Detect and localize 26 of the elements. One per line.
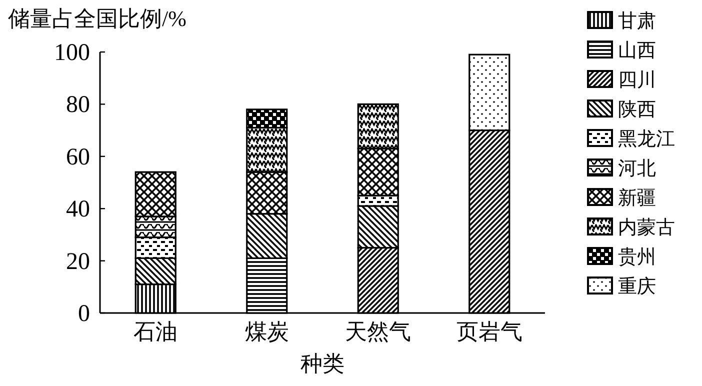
bar: [357, 103, 399, 150]
y-axis-title: 储量占全国比例/%: [8, 6, 186, 31]
x-tick-label: 天然气: [345, 319, 412, 344]
bar: [246, 171, 288, 215]
y-tick-label: 80: [66, 92, 90, 118]
y-tick-label: 40: [66, 196, 90, 223]
legend-label: 山西: [618, 40, 656, 62]
legend-label: 新疆: [618, 187, 656, 209]
x-tick-label: 页岩气: [456, 319, 522, 344]
y-tick-label: 100: [54, 40, 90, 66]
x-axis-title: 种类: [300, 351, 344, 376]
legend-label: 重庆: [618, 276, 656, 298]
y-tick-label: 60: [66, 144, 90, 170]
y-tick-label: 20: [66, 248, 90, 275]
legend-label: 河北: [618, 158, 656, 180]
x-tick-label: 煤炭: [244, 319, 289, 344]
y-tick-label: 0: [78, 301, 90, 327]
bar: [357, 148, 399, 196]
legend-label: 内蒙古: [618, 218, 675, 238]
legend-label: 甘肃: [618, 11, 656, 32]
legend-label: 四川: [618, 70, 656, 91]
legend-label: 陕西: [618, 100, 656, 120]
x-tick-label: 石油: [134, 319, 178, 344]
legend-label: 黑龙江: [618, 129, 675, 150]
legend-label: 贵州: [618, 247, 656, 268]
bar: [357, 205, 399, 249]
